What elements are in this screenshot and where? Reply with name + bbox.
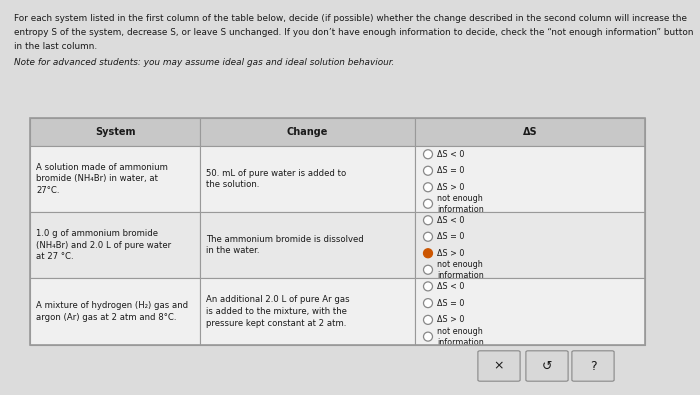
Text: The ammonium bromide is dissolved
in the water.: The ammonium bromide is dissolved in the…: [206, 235, 364, 256]
Text: A mixture of hydrogen (H₂) gas and
argon (Ar) gas at 2 atm and 8°C.: A mixture of hydrogen (H₂) gas and argon…: [36, 301, 188, 322]
Bar: [200, 212, 415, 278]
Text: Note for advanced students: you may assume ideal gas and ideal solution behaviou: Note for advanced students: you may assu…: [14, 58, 394, 67]
Bar: [30, 118, 200, 146]
Ellipse shape: [424, 150, 433, 159]
FancyBboxPatch shape: [572, 351, 614, 381]
FancyBboxPatch shape: [478, 351, 520, 381]
Text: not enough
information: not enough information: [437, 327, 484, 347]
Text: 50. mL of pure water is added to
the solution.: 50. mL of pure water is added to the sol…: [206, 169, 346, 189]
Text: ΔS > 0: ΔS > 0: [437, 249, 464, 258]
Text: For each system listed in the first column of the table below, decide (if possib: For each system listed in the first colu…: [14, 14, 687, 23]
Text: ΔS = 0: ΔS = 0: [437, 232, 464, 241]
Bar: [30, 278, 200, 345]
Text: Change: Change: [287, 127, 328, 137]
Text: not enough
information: not enough information: [437, 194, 484, 214]
Text: A solution made of ammonium
bromide (NH₄Br) in water, at
27°C.: A solution made of ammonium bromide (NH₄…: [36, 163, 168, 195]
Ellipse shape: [424, 332, 433, 341]
Bar: [415, 146, 645, 212]
Text: ΔS > 0: ΔS > 0: [437, 183, 464, 192]
Text: ΔS: ΔS: [523, 127, 538, 137]
Ellipse shape: [424, 183, 433, 192]
Bar: [200, 278, 415, 345]
Text: ΔS = 0: ΔS = 0: [437, 166, 464, 175]
Ellipse shape: [424, 282, 433, 291]
Text: ΔS < 0: ΔS < 0: [437, 150, 464, 159]
Text: ×: ×: [494, 359, 504, 372]
Text: ΔS < 0: ΔS < 0: [437, 216, 464, 225]
Bar: [415, 278, 645, 345]
Ellipse shape: [424, 232, 433, 241]
Text: ↺: ↺: [542, 359, 552, 372]
Bar: [30, 212, 200, 278]
Ellipse shape: [424, 315, 433, 324]
Ellipse shape: [424, 299, 433, 308]
Bar: [30, 146, 200, 212]
Ellipse shape: [424, 216, 433, 225]
Text: ΔS = 0: ΔS = 0: [437, 299, 464, 308]
Text: in the last column.: in the last column.: [14, 42, 97, 51]
Text: ?: ?: [589, 359, 596, 372]
Bar: [200, 146, 415, 212]
Bar: [30, 118, 645, 345]
Text: not enough
information: not enough information: [437, 260, 484, 280]
Ellipse shape: [424, 166, 433, 175]
Ellipse shape: [424, 249, 433, 258]
Text: ΔS > 0: ΔS > 0: [437, 315, 464, 324]
FancyBboxPatch shape: [526, 351, 568, 381]
Text: ΔS < 0: ΔS < 0: [437, 282, 464, 291]
Text: entropy S of the system, decrease S, or leave S unchanged. If you don’t have eno: entropy S of the system, decrease S, or …: [14, 28, 694, 37]
Ellipse shape: [424, 265, 433, 274]
Bar: [200, 118, 415, 146]
Ellipse shape: [424, 199, 433, 208]
Text: System: System: [94, 127, 135, 137]
Text: 1.0 g of ammonium bromide
(NH₄Br) and 2.0 L of pure water
at 27 °C.: 1.0 g of ammonium bromide (NH₄Br) and 2.…: [36, 229, 171, 261]
Bar: [415, 118, 645, 146]
Bar: [415, 212, 645, 278]
Text: An additional 2.0 L of pure Ar gas
is added to the mixture, with the
pressure ke: An additional 2.0 L of pure Ar gas is ad…: [206, 295, 349, 328]
